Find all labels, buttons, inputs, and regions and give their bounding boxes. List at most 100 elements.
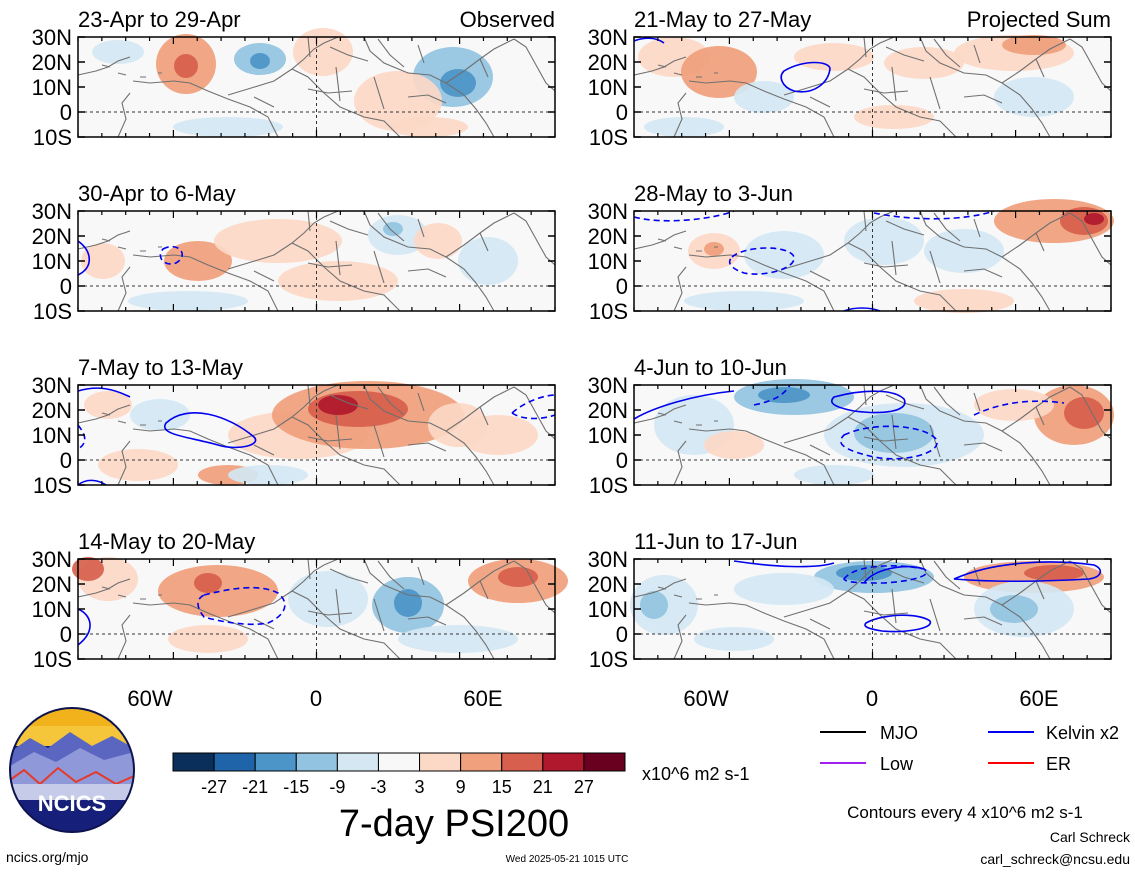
product-title: 7-day PSI200 [339,803,569,845]
kelvin-contour [733,560,835,568]
panel-title: 23-Apr to 29-Apr [78,7,241,32]
kelvin-contour [77,608,91,646]
lat-tick-label: 10S [33,473,72,498]
lat-tick-label: 30N [588,25,628,50]
anomaly-region [640,591,668,619]
kelvin-contour [633,37,665,44]
coastline [919,558,1051,660]
coastline [101,586,162,600]
anomaly-region [214,219,342,263]
panel-tag: Projected Sum [967,7,1111,32]
lat-tick-label: 30N [32,199,72,224]
anomaly-region [734,573,834,605]
colorbar-swatch [377,752,421,772]
colorbar-swatch [213,752,256,772]
lon-tick-label: 60E [463,686,502,711]
kelvin-contour [840,425,938,460]
anomaly-region [414,223,462,259]
anomaly-region [704,242,724,256]
panel-title: 21-May to 27-May [634,7,811,32]
anomaly-region [1002,35,1066,55]
legend-label: Kelvin x2 [1046,723,1119,743]
kelvin-contour [780,61,831,93]
colorbar-units: x10^6 m2 s-1 [642,764,750,784]
lat-tick-label: 30N [32,25,72,50]
anomaly-region [836,565,892,581]
anomaly-region [250,53,270,69]
colorbar-tick-label: -3 [370,777,386,797]
anomaly-region [130,399,190,431]
anomaly-region [174,54,198,78]
kelvin-contour [77,424,86,450]
coastline [117,92,131,138]
coastline [291,242,401,312]
kelvin-contour [863,565,925,584]
coastline [117,614,131,660]
lat-tick-label: 20N [588,572,628,597]
anomaly-region [744,231,824,279]
coastline [783,558,895,618]
coastline [657,64,718,78]
coastline [132,428,279,486]
lat-tick-label: 20N [588,398,628,423]
colorbar-swatch [295,752,338,772]
anomaly-region [498,567,538,587]
kelvin-contour [843,565,928,584]
lat-tick-label: 0 [60,448,72,473]
anomaly-region [924,229,1004,273]
anomaly-region [644,117,724,137]
lat-tick-label: 10N [588,597,628,622]
logo-text: NCICS [38,791,106,816]
coastline [673,92,687,138]
lat-tick-label: 30N [32,373,72,398]
anomaly-region [173,117,283,137]
website-link[interactable]: ncics.org/mjo [6,849,89,865]
lat-tick-label: 0 [60,622,72,647]
colorbar-tick-label: 3 [415,777,425,797]
lat-tick-label: 10N [32,75,72,100]
legend-label: ER [1046,754,1071,774]
lat-tick-label: 20N [32,224,72,249]
coastline [227,210,339,270]
lat-tick-label: 10S [589,125,628,150]
lat-tick-label: 10N [588,249,628,274]
coastline [688,428,835,486]
lon-axis-left: 60W 0 60E [127,686,502,711]
coastline [291,416,401,486]
coastline [253,558,489,632]
coastline [363,210,495,312]
anomaly-region [994,77,1074,117]
coastline [1069,212,1112,266]
coastline [227,36,339,96]
colorbar-tick-label: -21 [242,777,268,797]
coastline [253,210,489,284]
kelvin-contour [77,479,107,486]
lat-tick-label: 30N [32,547,72,572]
anomaly-region [440,69,476,97]
lat-tick-label: 0 [60,100,72,125]
kelvin-contour [973,400,1065,416]
kelvin-contour [633,390,735,420]
coastline [688,80,835,138]
anomaly-region [458,237,518,285]
kelvin-contour [753,384,791,406]
anomaly-region [794,465,874,485]
colorbar-swatch [254,752,297,772]
lat-tick-label: 20N [588,50,628,75]
kelvin-contour [633,210,735,222]
coastline [657,238,718,252]
coastline [101,412,162,426]
lat-tick-label: 10N [32,597,72,622]
lat-tick-label: 0 [60,274,72,299]
lat-tick-label: 20N [32,398,72,423]
anomaly-region [398,625,518,653]
colorbar-tick-label: 9 [456,777,466,797]
coastline [117,440,131,486]
panel-title: 11-Jun to 17-Jun [634,529,797,554]
anomaly-region [458,415,538,455]
colorbar-swatch [501,752,544,772]
coastline [291,68,401,138]
